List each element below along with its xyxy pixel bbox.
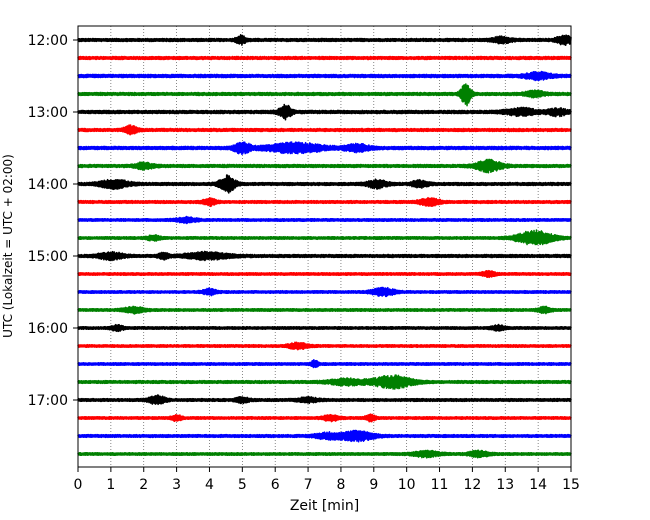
x-tick-label-6: 6 [271,477,280,493]
y-tick-label-1600: 16:00 [28,321,68,337]
x-tick-label-1: 1 [106,477,115,493]
x-tick-label-2: 2 [139,477,148,493]
trace-1345 [77,158,572,174]
x-axis-ticks: 0 1 2 3 4 5 6 7 8 9 10 11 12 13 14 15 [74,467,580,493]
x-tick-label-9: 9 [369,477,378,493]
trace-1300 [77,103,572,121]
trace-1245 [77,83,572,107]
x-tick-label-12: 12 [463,477,481,493]
trace-1215 [77,55,572,61]
x-tick-label-0: 0 [74,477,83,493]
y-tick-label-1400: 14:00 [28,177,68,193]
trace-1430 [77,215,572,225]
trace-1515 [77,269,572,279]
x-tick-label-15: 15 [562,477,580,493]
trace-1545 [77,305,572,315]
trace-1530 [77,286,572,298]
plot-frame [77,25,572,468]
y-axis-ticks: 12:00 13:00 14:00 15:00 16:00 17:00 [28,33,78,409]
y-tick-label-1200: 12:00 [28,33,68,49]
trace-1715 [77,413,572,423]
trace-1330 [77,141,572,156]
x-axis-title: Zeit [min] [290,498,359,514]
x-tick-label-8: 8 [336,477,345,493]
trace-1200 [77,33,572,46]
y-axis-title: UTC (Lokalzeit = UTC + 02:00) [1,154,15,338]
x-tick-label-7: 7 [304,477,313,493]
trace-1400 [77,174,572,194]
x-tick-label-3: 3 [172,477,181,493]
y-tick-label-1700: 17:00 [28,393,68,409]
trace-1445 [77,229,572,246]
trace-1615 [77,341,572,351]
trace-1315 [77,124,572,136]
x-tick-label-11: 11 [431,477,449,493]
x-tick-label-14: 14 [529,477,547,493]
trace-1230 [77,70,572,82]
x-tick-label-10: 10 [398,477,416,493]
seismic-traces [77,33,572,459]
y-tick-label-1500: 15:00 [28,249,68,265]
x-tick-label-4: 4 [205,477,214,493]
trace-1415 [77,196,572,208]
trace-1700 [77,394,572,406]
trace-1645 [77,374,572,390]
trace-1500 [77,250,572,262]
trace-1600 [77,323,572,333]
trace-1745 [77,449,572,459]
y-tick-label-1300: 13:00 [28,105,68,121]
x-tick-label-5: 5 [238,477,247,493]
x-tick-label-13: 13 [496,477,514,493]
trace-1730 [77,429,572,443]
trace-1630 [77,358,572,369]
